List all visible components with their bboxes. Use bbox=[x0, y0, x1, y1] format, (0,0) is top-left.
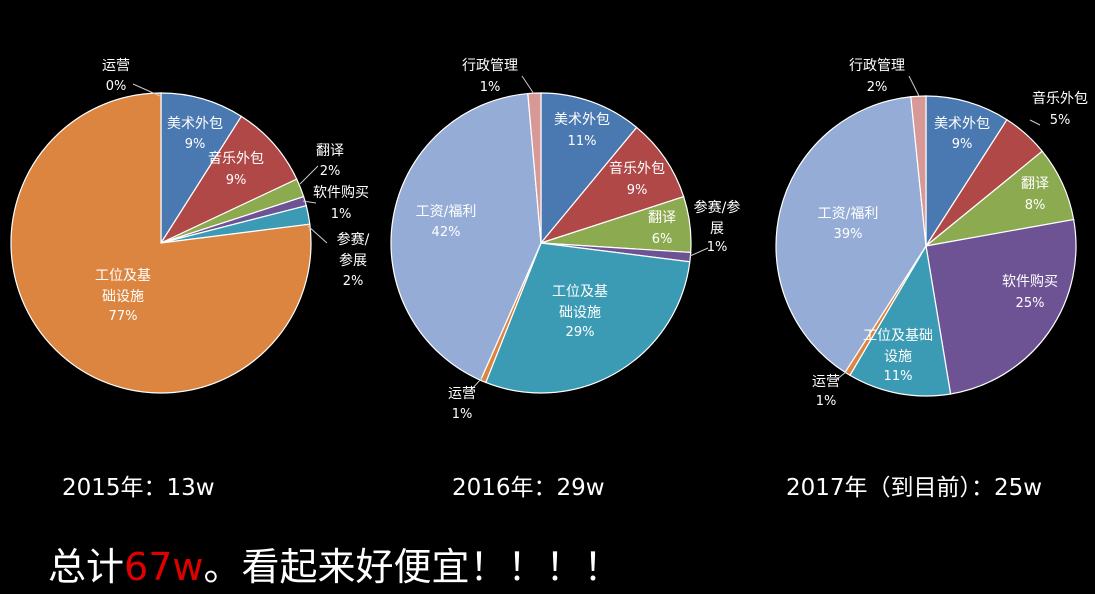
slice-percent-label: 1% bbox=[480, 80, 501, 95]
slice-percent-label: 1% bbox=[452, 407, 473, 422]
slice-percent-label: 42% bbox=[432, 225, 461, 240]
slice-label: 展 bbox=[710, 221, 724, 237]
slice-percent-label: 1% bbox=[331, 207, 352, 222]
slice-percent-label: 2% bbox=[320, 164, 341, 179]
slice-percent-label: 9% bbox=[627, 183, 648, 198]
pie-slice bbox=[485, 242, 691, 394]
slice-percent-label: 6% bbox=[652, 232, 673, 247]
slice-label: 运营 bbox=[448, 386, 476, 402]
slice-label: 工资/福利 bbox=[416, 204, 477, 220]
pie-slice bbox=[539, 126, 685, 245]
pie-slice bbox=[925, 95, 1008, 249]
slice-percent-label: 9% bbox=[226, 173, 247, 188]
leader-line bbox=[835, 371, 847, 381]
summary-total: 67w bbox=[124, 545, 204, 589]
slice-label: 行政管理 bbox=[462, 58, 518, 74]
slice-percent-label: 25% bbox=[1016, 296, 1045, 311]
slice-label: 工资/福利 bbox=[818, 206, 879, 222]
slice-label: 参赛/参 bbox=[694, 199, 741, 216]
chart-caption-2015: 2015年：13w bbox=[62, 475, 215, 501]
slice-percent-label: 1% bbox=[816, 394, 837, 409]
pie-chart-0: 运营0%美术外包9%音乐外包9%翻译2%软件购买1%参赛/参展2%工位及基础设施… bbox=[10, 58, 370, 394]
chart-caption-2017: 2017年（到目前）：25w bbox=[786, 475, 1043, 501]
slice-label: 软件购买 bbox=[1002, 274, 1058, 290]
slice-percent-label: 39% bbox=[834, 227, 863, 242]
summary-prefix: 总计 bbox=[48, 545, 125, 589]
pie-slice bbox=[540, 92, 638, 245]
slice-label: 美术外包 bbox=[554, 112, 610, 128]
slice-label: 设施 bbox=[884, 349, 912, 365]
slice-percent-label: 9% bbox=[185, 137, 206, 152]
slice-label: 音乐外包 bbox=[208, 150, 264, 167]
pie-slice bbox=[925, 218, 1077, 395]
slice-label: 工位及基 bbox=[552, 283, 608, 300]
leader-line bbox=[689, 247, 709, 257]
leader-line bbox=[132, 83, 161, 97]
slice-percent-label: 11% bbox=[568, 134, 597, 149]
leader-line bbox=[469, 377, 483, 392]
slice-label: 工位及基础 bbox=[863, 327, 933, 344]
slice-label: 参赛/ bbox=[337, 231, 370, 248]
leader-line bbox=[299, 165, 319, 185]
slice-percent-label: 2% bbox=[867, 80, 888, 95]
slice-label: 础设施 bbox=[559, 305, 601, 321]
pie-slice bbox=[390, 92, 542, 382]
slice-percent-label: 77% bbox=[109, 309, 138, 324]
slice-percent-label: 5% bbox=[1050, 113, 1071, 128]
pie-slice bbox=[10, 92, 312, 394]
slice-label: 美术外包 bbox=[167, 116, 223, 132]
leader-line bbox=[1029, 119, 1041, 126]
slice-label: 软件购买 bbox=[313, 185, 369, 201]
slice-label: 翻译 bbox=[1021, 176, 1049, 192]
slice-label: 翻译 bbox=[316, 143, 344, 159]
pie-slice bbox=[849, 244, 952, 397]
slice-label: 音乐外包 bbox=[1032, 90, 1088, 107]
leader-line bbox=[307, 225, 328, 244]
slice-label: 翻译 bbox=[648, 210, 676, 226]
slice-label: 工位及基 bbox=[95, 267, 151, 284]
slice-label: 参展 bbox=[339, 252, 367, 269]
summary-suffix: 。看起来好便宜！！！！ bbox=[203, 545, 622, 589]
summary-text: 总计67w。看起来好便宜！！！！ bbox=[48, 536, 621, 591]
leader-line bbox=[908, 75, 920, 97]
slice-percent-label: 0% bbox=[106, 79, 127, 94]
slice-label: 础设施 bbox=[102, 289, 144, 305]
slice-percent-label: 11% bbox=[884, 369, 913, 384]
pie-slice bbox=[910, 95, 927, 247]
slice-percent-label: 9% bbox=[952, 137, 973, 152]
slice-label: 美术外包 bbox=[934, 116, 990, 132]
chart-caption-2016: 2016年：29w bbox=[452, 475, 605, 501]
slice-label: 行政管理 bbox=[849, 58, 905, 74]
slice-label: 运营 bbox=[812, 374, 840, 390]
pie-slice bbox=[160, 92, 243, 246]
slice-percent-label: 1% bbox=[707, 240, 728, 255]
pie-slice bbox=[775, 96, 927, 374]
slice-percent-label: 29% bbox=[566, 325, 595, 340]
slice-label: 运营 bbox=[102, 58, 130, 74]
pie-slice bbox=[159, 115, 298, 245]
slice-percent-label: 2% bbox=[343, 274, 364, 289]
pie-slice bbox=[527, 92, 542, 244]
leader-line bbox=[521, 75, 535, 95]
slice-label: 音乐外包 bbox=[609, 160, 665, 177]
slice-percent-label: 8% bbox=[1025, 198, 1046, 213]
leader-line bbox=[302, 200, 317, 204]
